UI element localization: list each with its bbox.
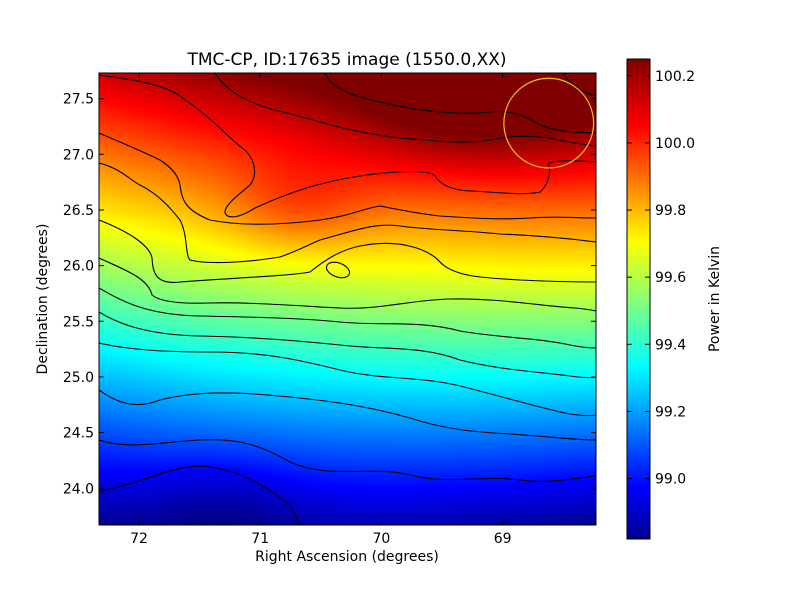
contour-line: [99, 439, 596, 482]
colorbar: 99.0 99.2 99.4 99.6 99.8 100.0 100.2 Power in …: [626, 58, 723, 540]
y-tick-label: 24.0: [63, 481, 94, 497]
heatmap-image: [99, 73, 596, 525]
y-tick-label: 26.0: [63, 259, 94, 275]
colorbar-gradient: [626, 58, 651, 540]
y-tick-label: 25.0: [63, 370, 94, 386]
colorbar-tick-label: 100.2: [655, 69, 695, 85]
contour-line: [99, 74, 596, 218]
x-tick-label: 69: [494, 531, 512, 547]
contour-line: [324, 73, 596, 134]
colorbar-tick-label: 99.0: [655, 472, 686, 488]
y-tick-label: 26.5: [63, 203, 94, 219]
colorbar-tick-label: 100.0: [655, 136, 695, 152]
x-tick-label: 70: [373, 531, 391, 547]
colorbar-tick-label: 99.8: [655, 203, 686, 219]
contour-line: [99, 257, 596, 312]
contour-line: [214, 73, 596, 147]
contour-line: [99, 311, 596, 379]
y-tick-label: 27.5: [63, 92, 94, 108]
y-tick-label: 24.5: [63, 426, 94, 442]
chart-title: TMC-CP, ID:17635 image (1550.0,XX): [186, 50, 506, 70]
y-tick-label: 27.0: [63, 147, 94, 163]
contour-line: [99, 132, 596, 225]
x-axis: 72 71 70 69: [130, 73, 512, 547]
colorbar-label: Power in Kelvin: [707, 246, 723, 352]
contour-line: [99, 342, 596, 417]
x-axis-label: Right Ascension (degrees): [255, 549, 439, 565]
colorbar-tick-label: 99.4: [655, 337, 686, 353]
contour-line: [99, 389, 596, 441]
contour-line: [99, 287, 596, 349]
contour-line: [99, 465, 301, 525]
heatmap-area: [98, 72, 597, 526]
y-axis: 24.0 24.5 25.0 25.5 26.0 26.5 27.0 27.5: [63, 92, 596, 497]
contour-line: [99, 162, 596, 264]
contour-line: [99, 219, 596, 283]
x-tick-label: 72: [130, 531, 148, 547]
colorbar-tick-label: 99.6: [655, 270, 686, 286]
y-tick-label: 25.5: [63, 314, 94, 330]
beam-circle: [503, 77, 595, 169]
colorbar-axis: 99.0 99.2 99.4 99.6 99.8 100.0 100.2: [627, 69, 695, 488]
y-axis-label: Declination (degrees): [35, 224, 51, 375]
contour-closed-loop: [325, 261, 351, 279]
colorbar-tick-label: 99.2: [655, 404, 686, 420]
x-tick-label: 71: [251, 531, 269, 547]
contour-lines: [99, 73, 596, 525]
plot-frame: [98, 72, 597, 526]
